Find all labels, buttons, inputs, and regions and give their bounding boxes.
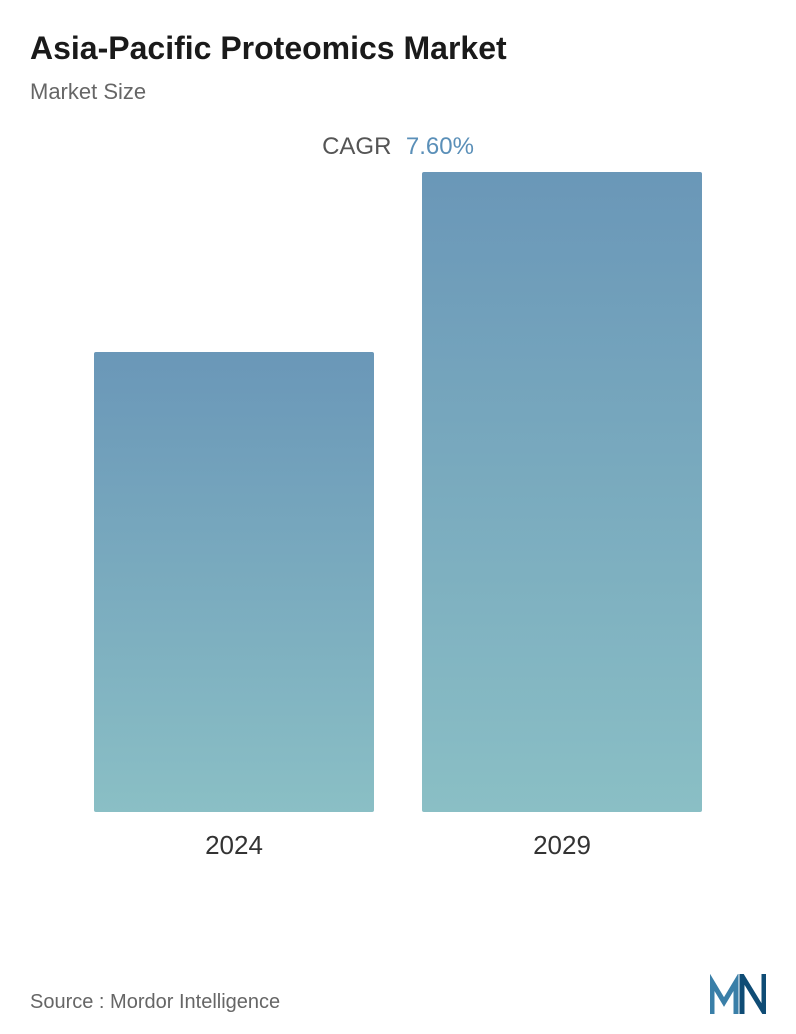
source-name: Mordor Intelligence	[110, 991, 280, 1013]
mordor-logo-icon	[710, 974, 766, 1014]
bar-group: 2029	[422, 172, 702, 861]
footer: Source : Mordor Intelligence	[30, 974, 766, 1014]
bar-2029	[422, 172, 702, 812]
bar-group: 2024	[94, 352, 374, 861]
chart-subtitle: Market Size	[30, 79, 766, 105]
bar-2024	[94, 352, 374, 812]
cagr-container: CAGR 7.60%	[30, 133, 766, 161]
source-label: Source :	[30, 991, 104, 1013]
cagr-value: 7.60%	[406, 133, 474, 160]
bar-chart: 2024 2029	[30, 221, 766, 861]
chart-title: Asia-Pacific Proteomics Market	[30, 30, 766, 67]
bar-label: 2024	[205, 830, 263, 861]
cagr-label: CAGR	[322, 133, 391, 160]
bar-label: 2029	[533, 830, 591, 861]
source-text: Source : Mordor Intelligence	[30, 991, 280, 1014]
